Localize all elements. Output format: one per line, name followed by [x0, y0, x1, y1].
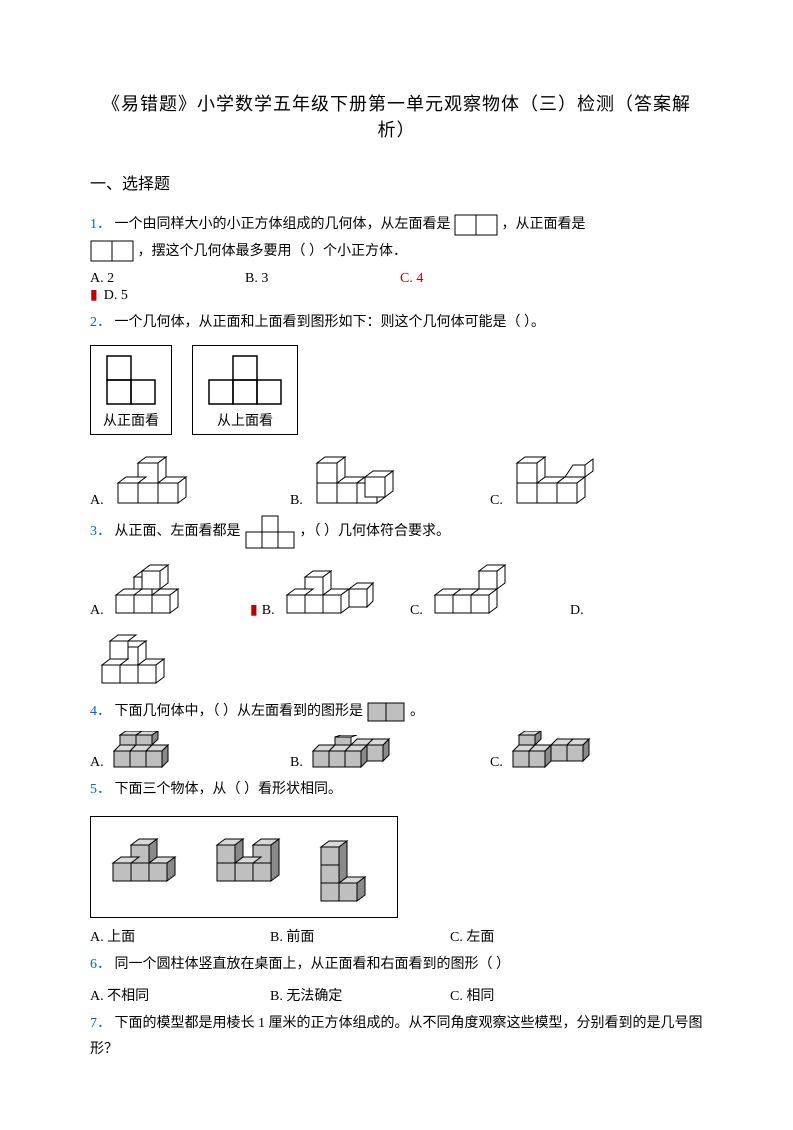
q3-option-d-image [94, 625, 703, 689]
q1-options: A. 2 B. 3 C. 4 ▮ D. 5 [90, 271, 703, 304]
cube-solid-a-icon [108, 445, 198, 509]
q6-text: 同一个圆柱体竖直放在桌面上，从正面看和右面看到的图形（ ） [115, 957, 511, 972]
q3-text-b: ，（ ）几何体符合要求。 [300, 524, 451, 539]
option-b-label: B. [290, 755, 303, 771]
question-2: 2． 一个几何体，从正面和上面看到图形如下：则这个几何体可能是（ ）。 [90, 310, 703, 337]
q3-options: A. ▮ B. [90, 555, 703, 619]
gray-cube-solid-icon [108, 731, 188, 771]
q5-options: A. 上面 B. 前面 C. 左面 [90, 926, 703, 946]
option-c: C. 相同 [450, 985, 630, 1005]
l-shape-front-icon [101, 352, 161, 406]
q7-text: 下面的模型都是用棱长 1 厘米的正方体组成的。从不同角度观察这些模型，分别看到的… [90, 1016, 703, 1058]
cube-solid-b-icon [307, 445, 407, 509]
option-c-label: C. [490, 755, 503, 771]
q3-option-d-label: D. [570, 603, 610, 619]
q4-option-b: B. [290, 735, 490, 771]
q3-option-c: C. [410, 555, 570, 619]
q4-text-a: 下面几何体中，（ ）从左面看到的图形是 [115, 704, 364, 719]
q2-option-b: B. [290, 445, 490, 509]
option-b-label: B. [290, 493, 303, 509]
q3-number: 3． [90, 524, 111, 539]
q2-number: 2． [90, 315, 111, 330]
q2-text: 一个几何体，从正面和上面看到图形如下：则这个几何体可能是（ ）。 [115, 315, 546, 330]
t-top-small-icon [244, 515, 296, 549]
option-c-label: C. [410, 603, 423, 619]
q2-option-a: A. [90, 445, 290, 509]
option-b: B. 前面 [270, 926, 450, 946]
q4-options: A. B. [90, 731, 703, 771]
option-a: A. 2 [90, 271, 245, 287]
q3-text-a: 从正面、左面看都是 [115, 524, 241, 539]
cube-solid-icon [279, 555, 375, 619]
question-6: 6． 同一个圆柱体竖直放在桌面上，从正面看和右面看到的图形（ ） [90, 952, 703, 979]
cube-solid-icon [94, 625, 190, 689]
option-d-mark: ▮ [90, 287, 98, 304]
gray-cube-obj3-icon [313, 827, 383, 907]
option-b-mark: ▮ [250, 602, 258, 619]
gray-cube-obj2-icon [209, 827, 295, 887]
question-4: 4． 下面几何体中，（ ）从左面看到的图形是 。 [90, 699, 703, 726]
q2-options: A. B. [90, 445, 703, 509]
option-b: B. 3 [245, 271, 400, 287]
q4-text-b: 。 [410, 704, 424, 719]
gray-cube-solid-icon [307, 735, 397, 771]
q5-number: 5． [90, 782, 111, 797]
cube-solid-icon [108, 555, 204, 619]
q5-text: 下面三个物体，从（ ）看形状相同。 [115, 782, 343, 797]
gray-cube-solid-icon [507, 731, 597, 771]
q4-option-c: C. [490, 731, 690, 771]
cube-solid-c-icon [507, 445, 607, 509]
option-c-label: C. [490, 493, 503, 509]
two-square-horizontal-icon [90, 240, 134, 262]
q3-option-a: A. [90, 555, 250, 619]
option-a-label: A. [90, 755, 104, 771]
q2-top-view: 从上面看 [192, 345, 298, 435]
q2-option-c: C. [490, 445, 690, 509]
q2-front-view: 从正面看 [90, 345, 172, 435]
q4-number: 4． [90, 704, 111, 719]
q5-objects [90, 816, 398, 918]
section-heading-1: 一、选择题 [90, 170, 703, 194]
q6-options: A. 不相同 B. 无法确定 C. 相同 [90, 985, 703, 1005]
q3-option-b: ▮ B. [250, 555, 410, 619]
q4-option-a: A. [90, 731, 290, 771]
question-1: 1． 一个由同样大小的小正方体组成的几何体，从左面看是 ，从正面看是 ，摆这个几… [90, 212, 703, 265]
two-square-gray-icon [367, 702, 407, 722]
option-d: D. 5 [104, 288, 128, 304]
gray-cube-obj1-icon [105, 827, 191, 887]
option-b: B. 无法确定 [270, 985, 450, 1005]
question-5: 5． 下面三个物体，从（ ）看形状相同。 [90, 777, 703, 804]
option-c: C. 左面 [450, 926, 630, 946]
option-d-label: D. [570, 603, 584, 619]
q7-number: 7． [90, 1016, 111, 1031]
option-c: C. 4 [400, 271, 423, 287]
q1-text-b: ，从正面看是 [502, 217, 586, 232]
q2-view-row: 从正面看 从上面看 [90, 345, 703, 435]
q2-top-caption: 从上面看 [203, 410, 287, 430]
option-a-label: A. [90, 603, 104, 619]
q1-number: 1． [90, 217, 111, 232]
two-square-horizontal-icon [454, 214, 498, 236]
q1-text-a: 一个由同样大小的小正方体组成的几何体，从左面看是 [115, 217, 451, 232]
question-7: 7． 下面的模型都是用棱长 1 厘米的正方体组成的。从不同角度观察这些模型，分别… [90, 1011, 703, 1064]
question-3: 3． 从正面、左面看都是 ，（ ）几何体符合要求。 [90, 515, 703, 549]
option-a: A. 上面 [90, 926, 270, 946]
option-a-label: A. [90, 493, 104, 509]
option-a: A. 不相同 [90, 985, 270, 1005]
t-shape-top-icon [203, 352, 287, 406]
page-title: 《易错题》小学数学五年级下册第一单元观察物体（三）检测（答案解析） [90, 90, 703, 142]
q6-number: 6． [90, 957, 111, 972]
q1-text-c: ，摆这个几何体最多要用（ ）个小正方体． [138, 244, 408, 259]
option-b-label: B. [262, 603, 275, 619]
cube-solid-icon [427, 555, 523, 619]
q2-front-caption: 从正面看 [101, 410, 161, 430]
page-container: 《易错题》小学数学五年级下册第一单元观察物体（三）检测（答案解析） 一、选择题 … [0, 0, 793, 1130]
